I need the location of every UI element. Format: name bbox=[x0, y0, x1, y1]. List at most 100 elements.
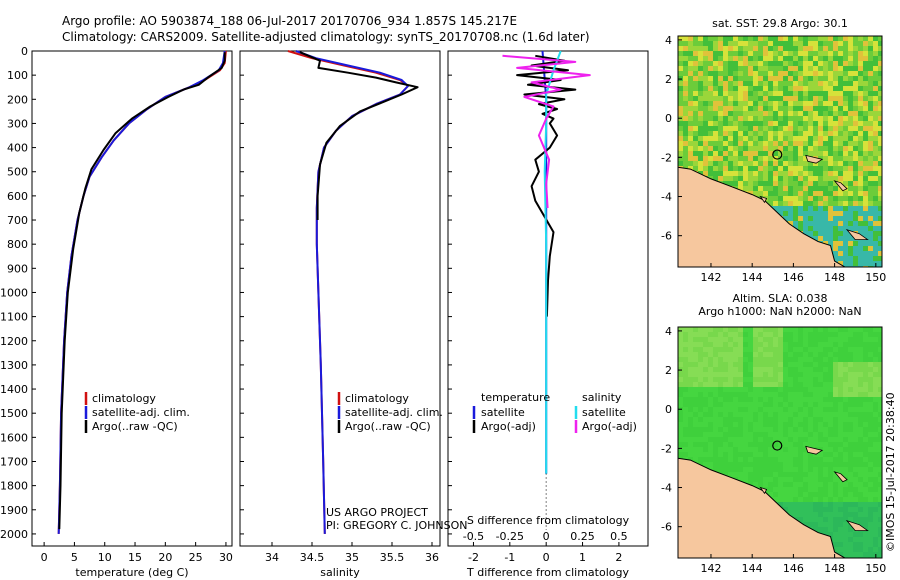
map-cell bbox=[803, 161, 808, 166]
map-cell bbox=[748, 146, 753, 151]
map-cell bbox=[868, 337, 873, 342]
map-cell bbox=[858, 337, 863, 342]
map-cell bbox=[708, 427, 713, 432]
map-cell bbox=[828, 327, 833, 332]
map-cell bbox=[823, 342, 828, 347]
map-cell bbox=[693, 66, 698, 71]
map-cell bbox=[838, 56, 843, 61]
map-cell bbox=[863, 387, 868, 392]
map-cell bbox=[763, 447, 768, 452]
map-cell bbox=[858, 81, 863, 86]
project-credit-line2: PI: GREGORY C. JOHNSON bbox=[326, 519, 467, 532]
map-cell bbox=[763, 101, 768, 106]
map-cell bbox=[868, 126, 873, 131]
map-cell bbox=[833, 402, 838, 407]
map-cell bbox=[873, 161, 878, 166]
map-cell bbox=[728, 452, 733, 457]
map-cell bbox=[748, 347, 753, 352]
map-cell bbox=[843, 442, 848, 447]
map-cell bbox=[793, 91, 798, 96]
map-cell bbox=[823, 146, 828, 151]
map-cell bbox=[768, 362, 773, 367]
map-cell bbox=[678, 337, 683, 342]
map-cell bbox=[828, 86, 833, 91]
map-cell bbox=[768, 442, 773, 447]
map-cell bbox=[708, 101, 713, 106]
map-cell bbox=[858, 166, 863, 171]
map-cell bbox=[848, 121, 853, 126]
map-cell bbox=[748, 327, 753, 332]
map-cell bbox=[843, 131, 848, 136]
map-cell bbox=[728, 56, 733, 61]
map-cell bbox=[828, 492, 833, 497]
map-cell bbox=[708, 51, 713, 56]
map-cell bbox=[708, 121, 713, 126]
map-cell bbox=[813, 472, 818, 477]
map-cell bbox=[708, 151, 713, 156]
map-cell bbox=[763, 96, 768, 101]
map-cell bbox=[788, 487, 793, 492]
map-cell bbox=[863, 146, 868, 151]
map-cell bbox=[843, 372, 848, 377]
map-cell bbox=[833, 462, 838, 467]
map-cell bbox=[853, 342, 858, 347]
map-cell bbox=[768, 66, 773, 71]
map-cell bbox=[703, 76, 708, 81]
map-cell bbox=[878, 552, 882, 557]
map-cell bbox=[788, 221, 793, 226]
map-cell bbox=[823, 136, 828, 141]
map-cell bbox=[838, 171, 843, 176]
map-cell bbox=[753, 121, 758, 126]
map-cell bbox=[758, 347, 763, 352]
map-cell bbox=[818, 86, 823, 91]
map-cell bbox=[828, 241, 833, 246]
map-cell bbox=[718, 51, 723, 56]
map-cell bbox=[843, 61, 848, 66]
map-cell bbox=[693, 422, 698, 427]
map-cell bbox=[808, 452, 813, 457]
map-cell bbox=[808, 41, 813, 46]
map-cell bbox=[868, 347, 873, 352]
map-cell bbox=[838, 542, 843, 547]
map-cell bbox=[763, 452, 768, 457]
map-cell bbox=[733, 392, 738, 397]
map-cell bbox=[858, 181, 863, 186]
map-cell bbox=[778, 432, 783, 437]
map-cell bbox=[688, 111, 693, 116]
map-cell bbox=[873, 96, 878, 101]
x-tick-label: 1 bbox=[579, 551, 586, 564]
map-cell bbox=[703, 51, 708, 56]
map-cell bbox=[723, 151, 728, 156]
map-cell bbox=[788, 427, 793, 432]
map-cell bbox=[793, 437, 798, 442]
map-cell bbox=[683, 442, 688, 447]
map-cell bbox=[863, 357, 868, 362]
map-cell bbox=[848, 41, 853, 46]
map-cell bbox=[858, 487, 863, 492]
map-cell bbox=[743, 96, 748, 101]
map-cell bbox=[853, 397, 858, 402]
map-cell bbox=[858, 101, 863, 106]
map-cell bbox=[863, 71, 868, 76]
map-cell bbox=[878, 412, 882, 417]
map-cell bbox=[758, 171, 763, 176]
map-cell bbox=[863, 352, 868, 357]
map-cell bbox=[798, 337, 803, 342]
map-cell bbox=[808, 96, 813, 101]
map-cell bbox=[758, 81, 763, 86]
map-cell bbox=[753, 166, 758, 171]
map-cell bbox=[838, 121, 843, 126]
map-cell bbox=[868, 216, 873, 221]
map-cell bbox=[698, 407, 703, 412]
map-cell bbox=[683, 357, 688, 362]
map-cell bbox=[853, 176, 858, 181]
map-cell bbox=[708, 407, 713, 412]
map-cell bbox=[813, 61, 818, 66]
map-cell bbox=[818, 432, 823, 437]
map-cell bbox=[778, 487, 783, 492]
map-cell bbox=[793, 357, 798, 362]
map-cell bbox=[788, 131, 793, 136]
map-cell bbox=[818, 226, 823, 231]
map-cell bbox=[843, 166, 848, 171]
map-cell bbox=[803, 352, 808, 357]
